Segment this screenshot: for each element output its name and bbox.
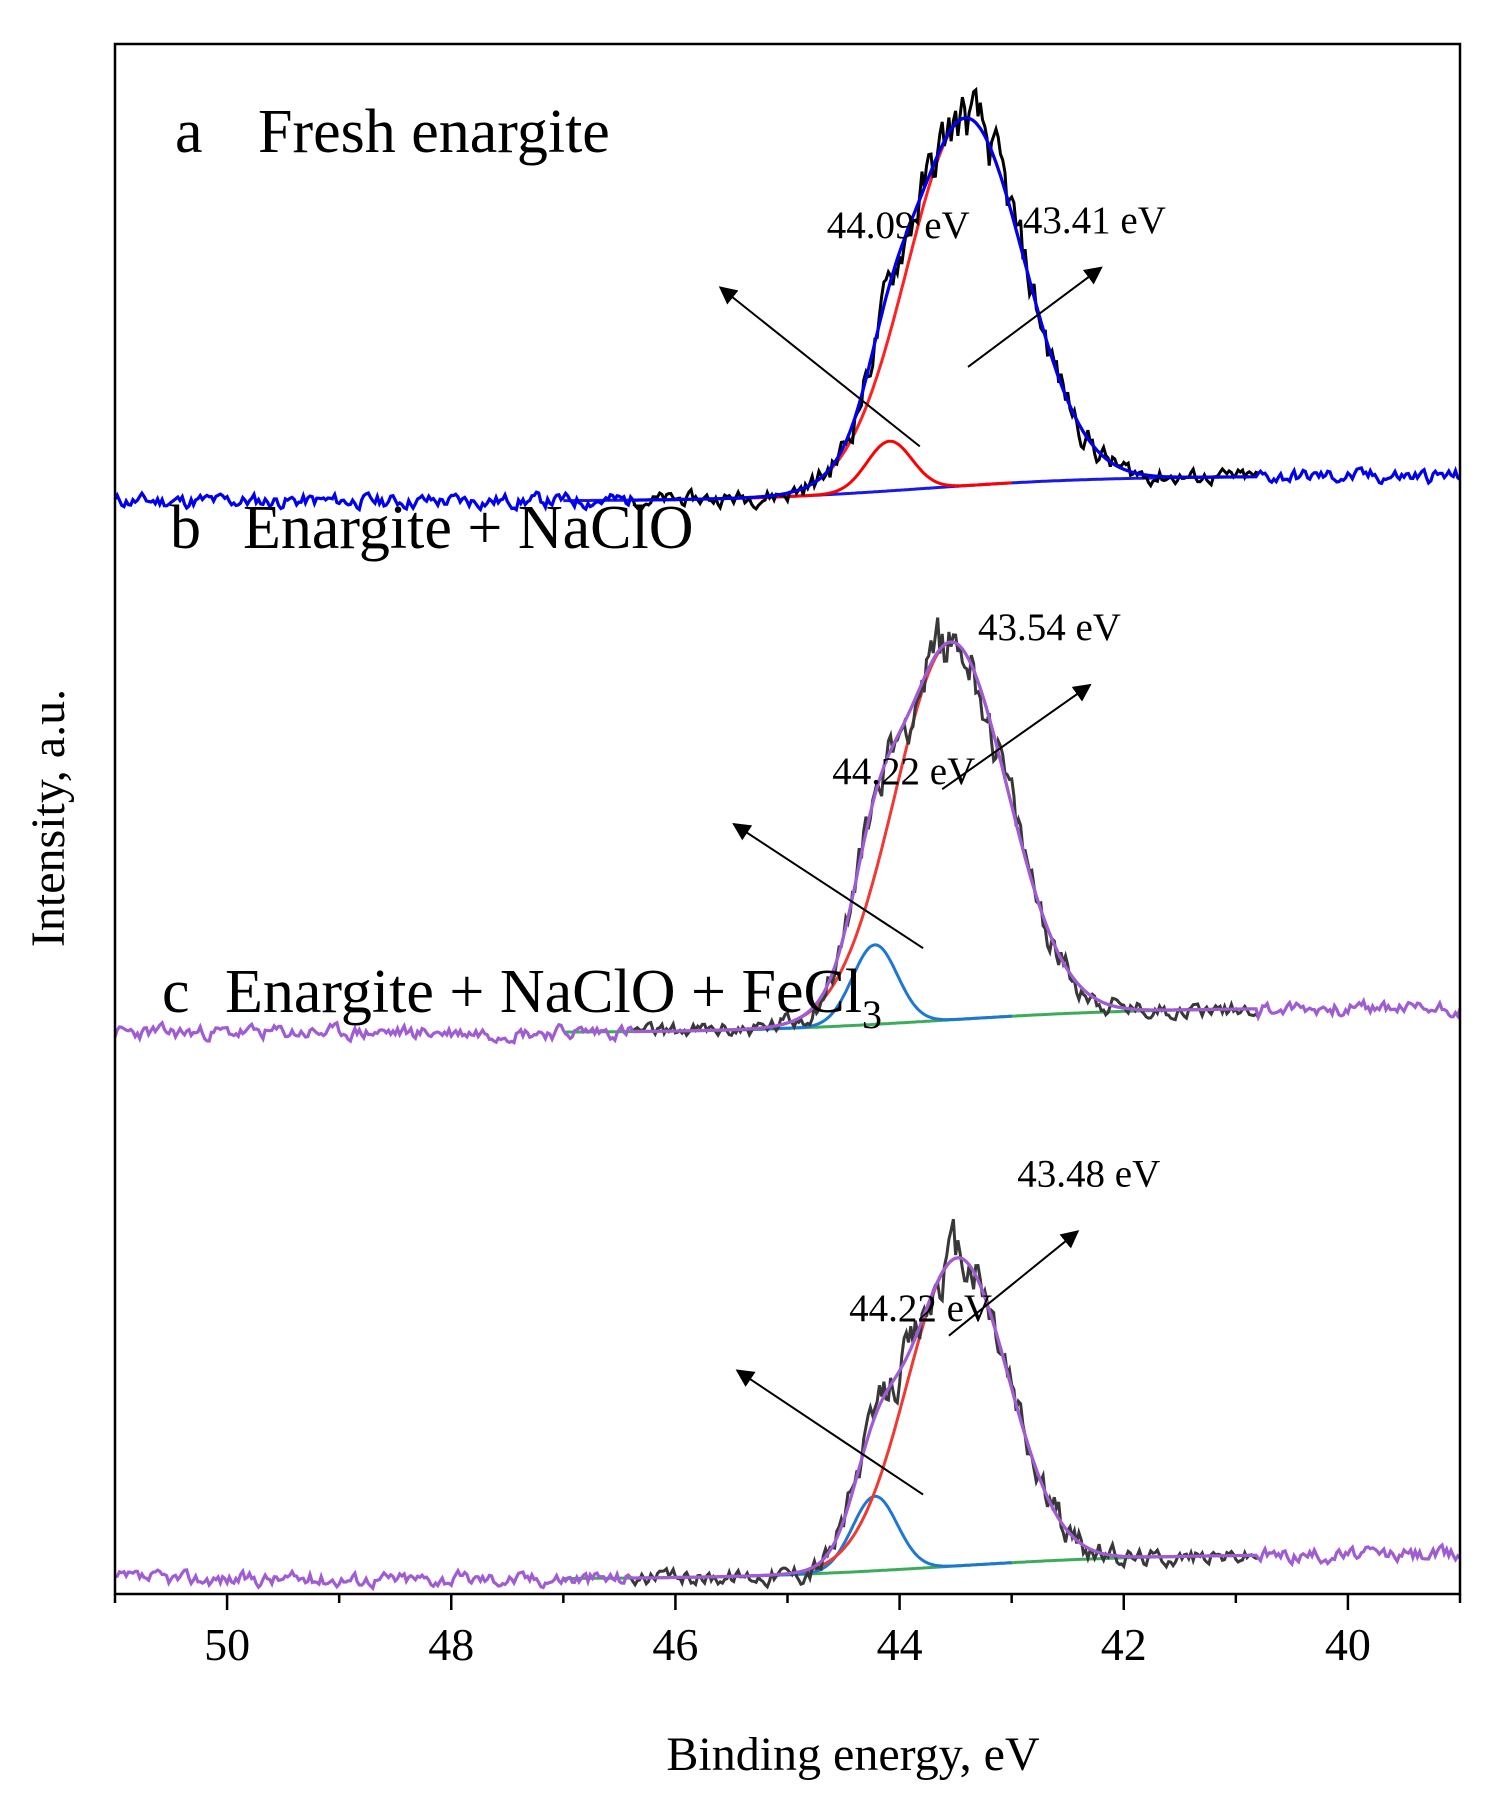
peak-label-a-0: 44.09 eV (827, 204, 970, 247)
annotation-arrow-b-0 (732, 823, 924, 950)
x-tick-label-44: 44 (877, 1619, 923, 1670)
x-axis-title: Binding energy, eV (666, 1728, 1040, 1781)
panel-c (114, 1218, 1462, 1592)
y-axis-title: Intensity, a.u. (22, 689, 75, 947)
panel-letter-b: b (170, 494, 201, 562)
peak-44.22-c (742, 1494, 1012, 1578)
raw-data-b (629, 617, 1260, 1039)
panel-a (113, 86, 1461, 513)
annotation-arrow-b-1 (941, 683, 1092, 791)
peak-label-c-0: 44.22 eV (849, 1287, 992, 1330)
annotation-arrow-a-0 (718, 286, 921, 448)
panel-letter-c: c (162, 958, 190, 1026)
peak-44.09-a (742, 439, 1012, 500)
x-tick-label-40: 40 (1325, 1619, 1371, 1670)
plot-frame (113, 42, 1462, 1596)
raw-data-a (629, 86, 1259, 512)
envelope-fit-a (113, 116, 1461, 513)
peak-label-c-1: 43.48 eV (1017, 1153, 1160, 1196)
x-tick-label-48: 48 (428, 1619, 474, 1670)
panel-letter-a: a (175, 98, 203, 166)
panel-title-c: Enargite + NaClO + FeCl3 (225, 958, 882, 1037)
x-tick-label-50: 50 (204, 1619, 250, 1670)
panel-title-a: Fresh enargite (258, 98, 610, 166)
plot-area (113, 86, 1462, 1592)
x-tick-label-42: 42 (1101, 1619, 1147, 1670)
peak-43.41-a (720, 116, 1214, 501)
peak-44.22-b (742, 943, 1012, 1032)
peak-label-b-1: 43.54 eV (978, 606, 1121, 649)
raw-data-c (629, 1218, 1259, 1590)
peak-label-a-1: 43.41 eV (1023, 199, 1166, 242)
peak-label-b-0: 44.22 eV (832, 750, 975, 793)
envelope-fit-b (113, 640, 1462, 1045)
x-axis: 50 48 46 44 42 40 (113, 1594, 1462, 1670)
panel-b (113, 617, 1462, 1045)
annotation-arrow-c-0 (735, 1369, 924, 1496)
panel-title-subscript-c: 3 (862, 992, 882, 1037)
envelope-fit-c (114, 1256, 1462, 1592)
annotation-arrow-a-1 (967, 266, 1103, 368)
x-tick-label-46: 46 (652, 1619, 698, 1670)
annotations: a Fresh enargite 44.09 eV 43.41 eV b Enargite… (162, 98, 1166, 1496)
annotation-arrow-c-1 (948, 1230, 1080, 1337)
panel-title-b: Enargite + NaClO (243, 494, 694, 562)
